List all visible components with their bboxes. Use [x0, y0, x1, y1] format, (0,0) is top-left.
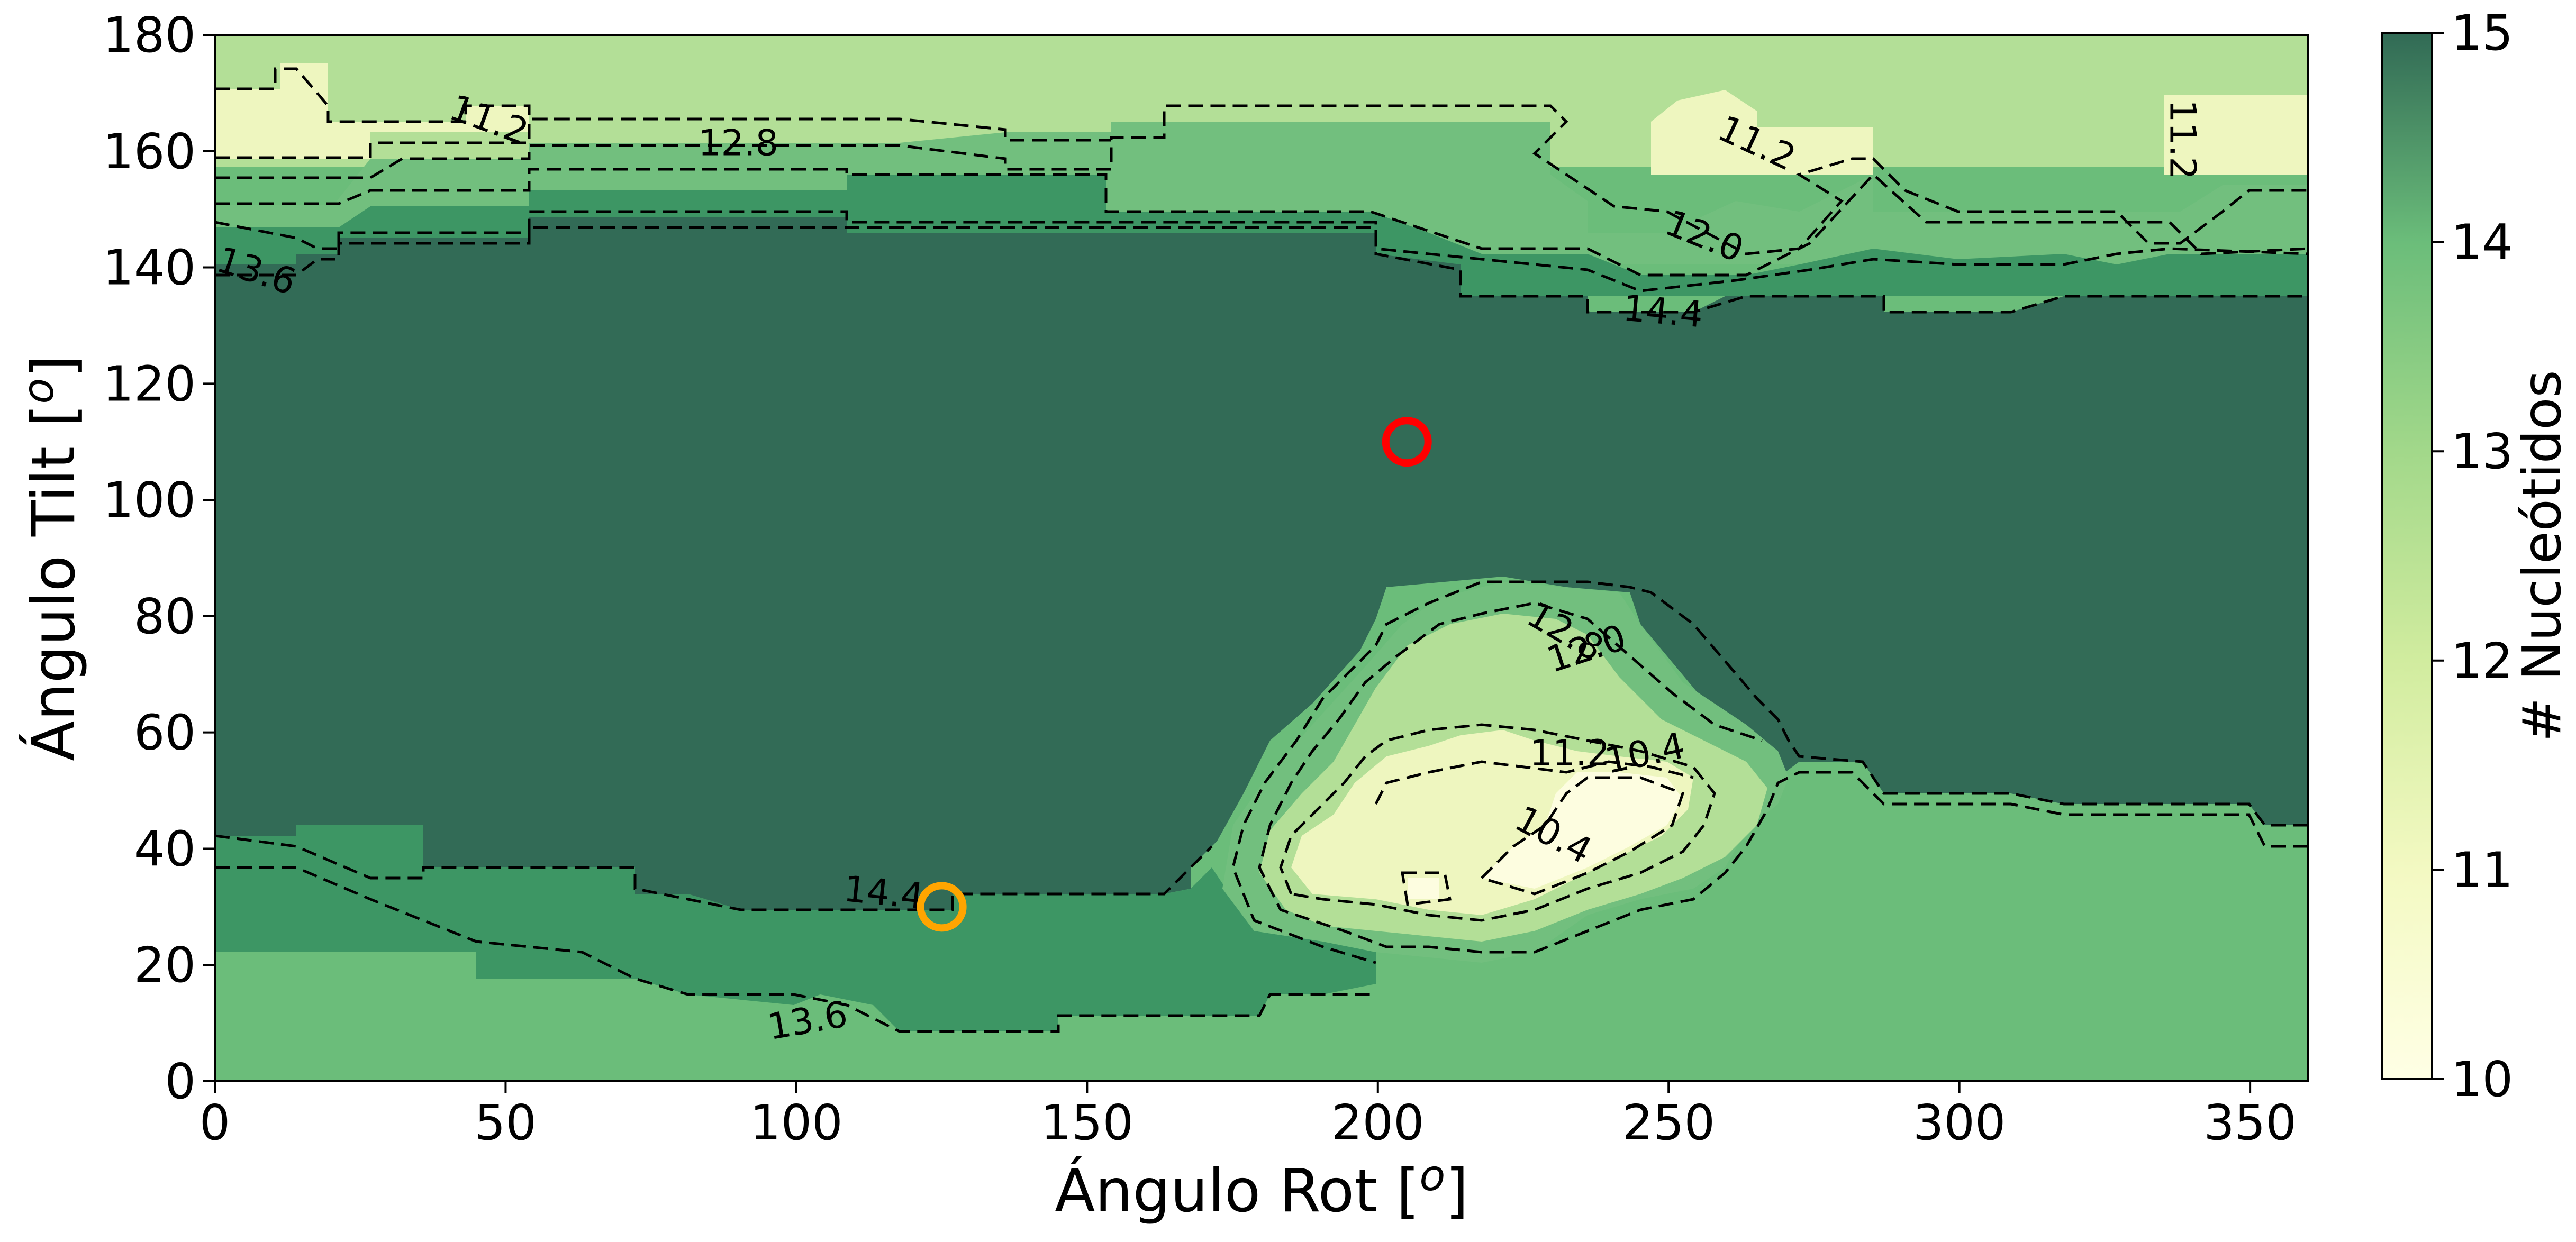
contour-line — [215, 834, 1213, 911]
region-island-core-small — [1408, 878, 1439, 899]
contour-label: 11.2 — [2162, 99, 2203, 179]
contour-line — [215, 67, 582, 123]
contour-line — [1231, 580, 2308, 964]
y-axis: 0 20 40 60 80 100 120 140 160 180 — [103, 7, 215, 1110]
x-tick-label: 200 — [1331, 1094, 1425, 1151]
region-top-left-patch — [215, 63, 529, 159]
contour-line — [215, 210, 2308, 293]
contour-line — [1401, 871, 1452, 906]
region-lower-medium-band — [215, 825, 1376, 1031]
colorbar-tick-label: 11 — [2451, 842, 2513, 898]
y-tick-label: 0 — [165, 1053, 196, 1110]
y-tick-label: 20 — [134, 937, 196, 993]
x-axis: 0 50 100 150 200 250 300 350 — [199, 1081, 2297, 1151]
contour-line — [215, 117, 1111, 159]
y-axis-title: Ángulo Tilt [o] — [14, 355, 88, 761]
contour-label: 14.4 — [842, 868, 926, 918]
x-axis-title-superscript: o — [1419, 1151, 1445, 1200]
contour-label: 11.2 — [1530, 733, 1610, 774]
x-axis-title-suffix: ] — [1445, 1157, 1468, 1226]
contour-line — [1374, 760, 1694, 805]
x-tick-label: 50 — [475, 1094, 537, 1151]
contour-line — [1258, 601, 2308, 954]
contour-line — [215, 104, 2308, 255]
contour-lines — [215, 67, 2308, 1033]
marker-circle — [917, 882, 967, 932]
plot-frame — [214, 34, 2309, 1082]
contour-line — [215, 866, 1376, 1033]
y-tick-label: 40 — [134, 820, 196, 877]
y-axis-title-suffix: ] — [20, 355, 88, 378]
colorbar-tick-label: 14 — [2451, 214, 2513, 271]
x-tick-label: 300 — [1913, 1094, 2006, 1151]
x-axis-title: Ángulo Rot [o] — [1055, 1151, 1468, 1226]
colorbar-tick-label: 15 — [2451, 5, 2513, 61]
y-tick-label: 120 — [103, 355, 196, 412]
colorbar-tick-label: 10 — [2451, 1051, 2513, 1108]
markers — [917, 417, 1432, 932]
x-tick-label: 100 — [750, 1094, 843, 1151]
contour-label: 12.8 — [698, 122, 778, 164]
x-tick-label: 350 — [2203, 1094, 2297, 1151]
y-tick-label: 160 — [103, 123, 196, 180]
y-tick-label: 140 — [103, 240, 196, 296]
colorbar — [2381, 32, 2433, 1080]
colorbar-tick-label: 13 — [2451, 423, 2513, 480]
x-tick-label: 0 — [199, 1094, 231, 1151]
colorbar-tick-label: 12 — [2451, 633, 2513, 689]
y-tick-label: 100 — [103, 472, 196, 528]
contour-line — [215, 168, 2308, 277]
contour-line — [215, 226, 2308, 314]
heatmap-area — [215, 35, 2308, 1081]
contour-label: 14.4 — [1621, 288, 1705, 336]
colorbar-ticks: 10 11 12 13 14 15 — [2432, 5, 2513, 1108]
region-far-right-patch — [2164, 95, 2308, 175]
colorbar-title: # Nucleótidos — [2511, 370, 2573, 742]
region-central-dark-band — [215, 217, 2308, 910]
x-tick-label: 150 — [1041, 1094, 1134, 1151]
y-axis-title-superscript: o — [14, 378, 63, 404]
y-tick-label: 180 — [103, 7, 196, 63]
region-top-right-patch — [1651, 90, 1873, 175]
region-island-core — [1482, 772, 1683, 889]
y-tick-label: 80 — [134, 588, 196, 645]
contour-line — [1479, 776, 1685, 896]
y-tick-label: 60 — [134, 705, 196, 761]
contour-line — [1279, 723, 1716, 922]
marker-circle — [1382, 417, 1432, 467]
x-tick-label: 250 — [1622, 1094, 1715, 1151]
